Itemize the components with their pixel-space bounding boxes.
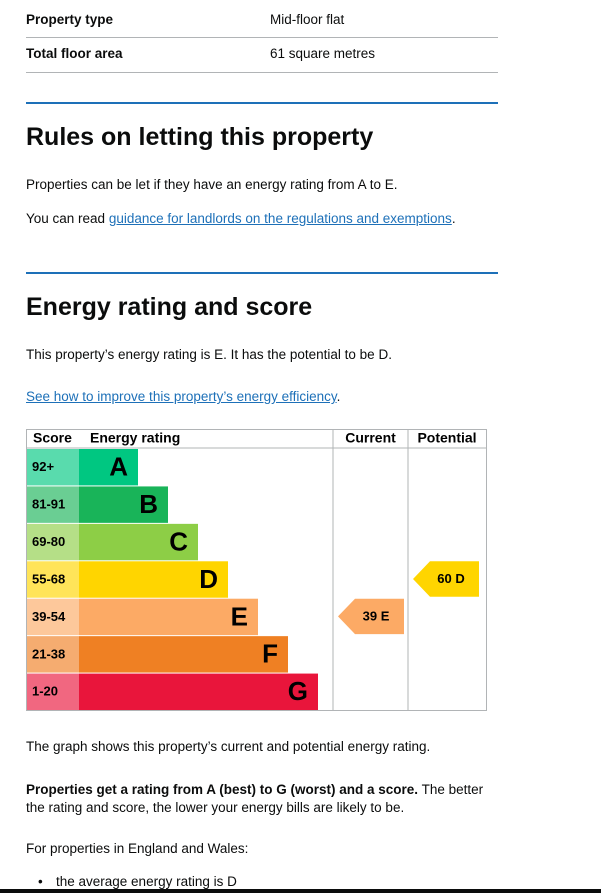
footer-edge <box>0 889 601 893</box>
score-range: 55-68 <box>32 571 65 586</box>
score-cell <box>27 523 79 561</box>
letter: E <box>381 609 390 624</box>
rating-label: 60 D <box>437 571 464 586</box>
link[interactable]: See how to improve this property’s energ… <box>26 389 337 404</box>
score-range: 39-54 <box>32 609 66 624</box>
rating-letter: C <box>169 526 188 556</box>
paragraph: Properties get a rating from A (best) to… <box>26 781 496 817</box>
text: You can read <box>26 211 109 226</box>
paragraph: This property’s energy rating is E. It h… <box>26 347 392 362</box>
divider <box>26 37 498 38</box>
score-cell <box>27 486 79 523</box>
score-cell <box>27 449 79 486</box>
rating-bar <box>79 673 318 710</box>
summary-label: Total floor area <box>26 46 123 61</box>
section-break <box>26 272 498 274</box>
rating-arrow <box>413 561 479 597</box>
summary-value: Mid-floor flat <box>270 12 345 27</box>
rating-letter: E <box>231 601 248 631</box>
score-cell <box>27 598 79 636</box>
text: Properties get a rating from A (best) to… <box>26 782 419 797</box>
chart-border <box>26 429 487 711</box>
paragraph: You can read guidance for landlords on t… <box>26 211 456 226</box>
rating-letter: D <box>199 564 218 594</box>
text: . <box>451 211 456 226</box>
rating-label: 39 E <box>363 609 390 624</box>
column-header: Score <box>33 430 72 446</box>
score-cell <box>27 636 79 673</box>
rating-arrow <box>338 598 404 635</box>
divider <box>26 72 498 73</box>
heading: Rules on letting this property <box>26 123 374 151</box>
score-range: 21-38 <box>32 646 65 661</box>
score-range: 1-20 <box>32 684 58 699</box>
paragraph: Properties can be let if they have an en… <box>26 177 398 192</box>
heading: Energy rating and score <box>26 293 313 321</box>
list-item: the average energy rating is D <box>56 874 237 889</box>
score-range: 92+ <box>32 459 54 474</box>
summary-label: Property type <box>26 12 114 27</box>
paragraph: See how to improve this property’s energ… <box>26 389 340 404</box>
column-header: Energy rating <box>90 430 180 446</box>
rating-letter: G <box>288 676 308 706</box>
summary-value: 61 square metres <box>270 46 376 61</box>
score: 39 <box>363 609 377 624</box>
column-header: Potential <box>417 430 476 446</box>
paragraph: For properties in England and Wales: <box>26 841 249 856</box>
section-break <box>26 102 498 104</box>
rating-bar <box>79 486 168 523</box>
score-range: 81-91 <box>32 497 65 512</box>
rating-letter: F <box>262 639 278 669</box>
rating-bar <box>79 561 228 598</box>
link[interactable]: guidance for landlords on the regulation… <box>108 211 452 226</box>
paragraph: The graph shows this property’s current … <box>26 739 431 754</box>
score-cell <box>27 673 79 710</box>
rating-letter: A <box>109 452 128 482</box>
bullet: • <box>38 874 43 889</box>
score-cell <box>27 561 79 598</box>
text: . <box>336 389 341 404</box>
score: 60 <box>437 571 451 586</box>
letter: D <box>455 571 464 586</box>
rating-bar <box>79 636 288 673</box>
rating-letter: B <box>139 489 158 519</box>
rating-bar <box>79 449 138 486</box>
rating-bar <box>79 523 198 561</box>
text: The better the rating and score, the low… <box>26 782 484 815</box>
rating-bar <box>79 598 258 636</box>
score-range: 69-80 <box>32 534 65 549</box>
column-header: Current <box>345 430 396 446</box>
energy-rating-chart: Score Energy rating Current Potential 92+ A 81… <box>26 429 487 711</box>
